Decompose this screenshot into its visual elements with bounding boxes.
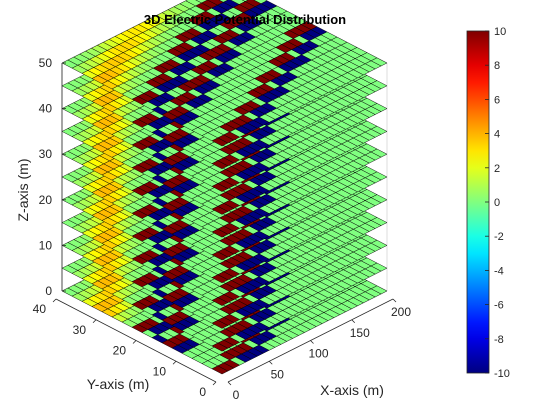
x-tick-label: 150 xyxy=(350,326,370,340)
x-tick-label: 200 xyxy=(391,305,411,319)
y-tick-label: 10 xyxy=(153,364,167,378)
x-tick-label: 0 xyxy=(233,388,240,402)
x-tick-label: 100 xyxy=(308,347,328,361)
x-tick-label: 50 xyxy=(271,367,285,381)
y-tick-label: 0 xyxy=(199,385,206,399)
